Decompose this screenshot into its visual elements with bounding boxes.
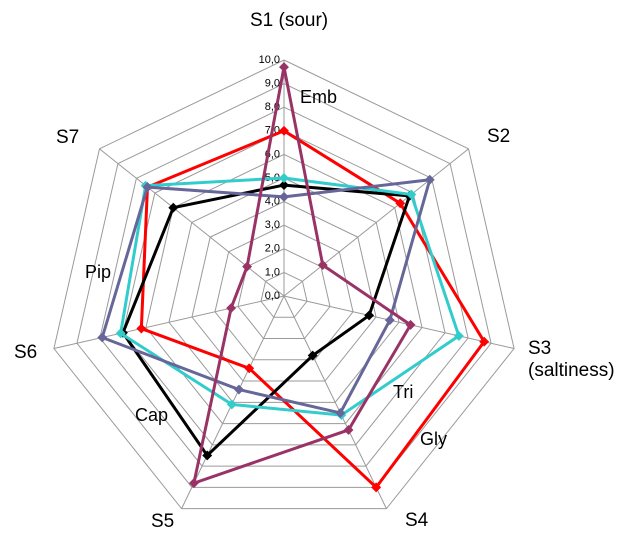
axis-label: S6: [14, 342, 38, 363]
marker: [317, 260, 328, 271]
series-line: [100, 178, 432, 415]
marker: [405, 319, 416, 330]
series-line: [191, 66, 413, 486]
marker: [307, 350, 318, 361]
axis-label: S7: [56, 127, 80, 148]
marker: [406, 189, 417, 200]
grid-ring: [214, 224, 354, 361]
axis-label: S3 (saltiness): [528, 338, 615, 381]
marker: [97, 332, 108, 343]
marker: [279, 125, 289, 136]
marker: [136, 323, 147, 334]
axis-label: S4: [405, 510, 429, 531]
r-tick-label: 10,0: [259, 54, 280, 66]
marker: [395, 198, 406, 209]
marker: [202, 450, 213, 461]
marker: [168, 202, 179, 213]
marker: [233, 384, 244, 395]
marker: [453, 330, 464, 341]
marker: [479, 336, 490, 347]
r-tick-label: 1,0: [265, 266, 280, 278]
grid-ring: [53, 59, 515, 510]
annotation: Emb: [300, 87, 337, 107]
marker: [242, 261, 253, 272]
marker: [226, 303, 237, 314]
spoke: [283, 295, 515, 350]
series-line: [121, 183, 412, 458]
annotation: Gly: [420, 429, 447, 449]
marker: [188, 478, 199, 489]
spoke: [53, 295, 285, 350]
grid-ring: [76, 83, 492, 488]
marker: [343, 425, 354, 435]
marker: [279, 62, 289, 73]
annotation: Tri: [393, 382, 413, 402]
marker: [226, 399, 237, 410]
marker: [279, 180, 289, 191]
grid-ring: [99, 106, 469, 467]
marker: [244, 363, 255, 374]
r-tick-label: 9,0: [265, 78, 280, 90]
axis-label: S2: [487, 126, 511, 147]
spoke: [283, 148, 469, 297]
spoke: [283, 295, 387, 509]
annotation: Pip: [85, 262, 111, 282]
marker: [279, 173, 289, 183]
grid-ring: [260, 271, 308, 318]
marker: [335, 407, 346, 418]
spoke: [99, 148, 285, 297]
r-tick-label: 3,0: [265, 219, 280, 231]
axis-label: S5: [151, 511, 175, 532]
r-tick-label: 0,0: [265, 290, 280, 302]
marker: [142, 182, 153, 193]
marker: [364, 310, 375, 321]
axis-label: S1 (sour): [250, 10, 329, 31]
series-line: [139, 129, 486, 490]
annotation: Cap: [135, 405, 168, 425]
r-tick-label: 2,0: [265, 243, 280, 255]
marker: [279, 191, 289, 202]
marker: [371, 482, 382, 493]
marker: [384, 315, 395, 326]
marker: [424, 174, 435, 185]
r-tick-label: 4,0: [265, 196, 280, 208]
